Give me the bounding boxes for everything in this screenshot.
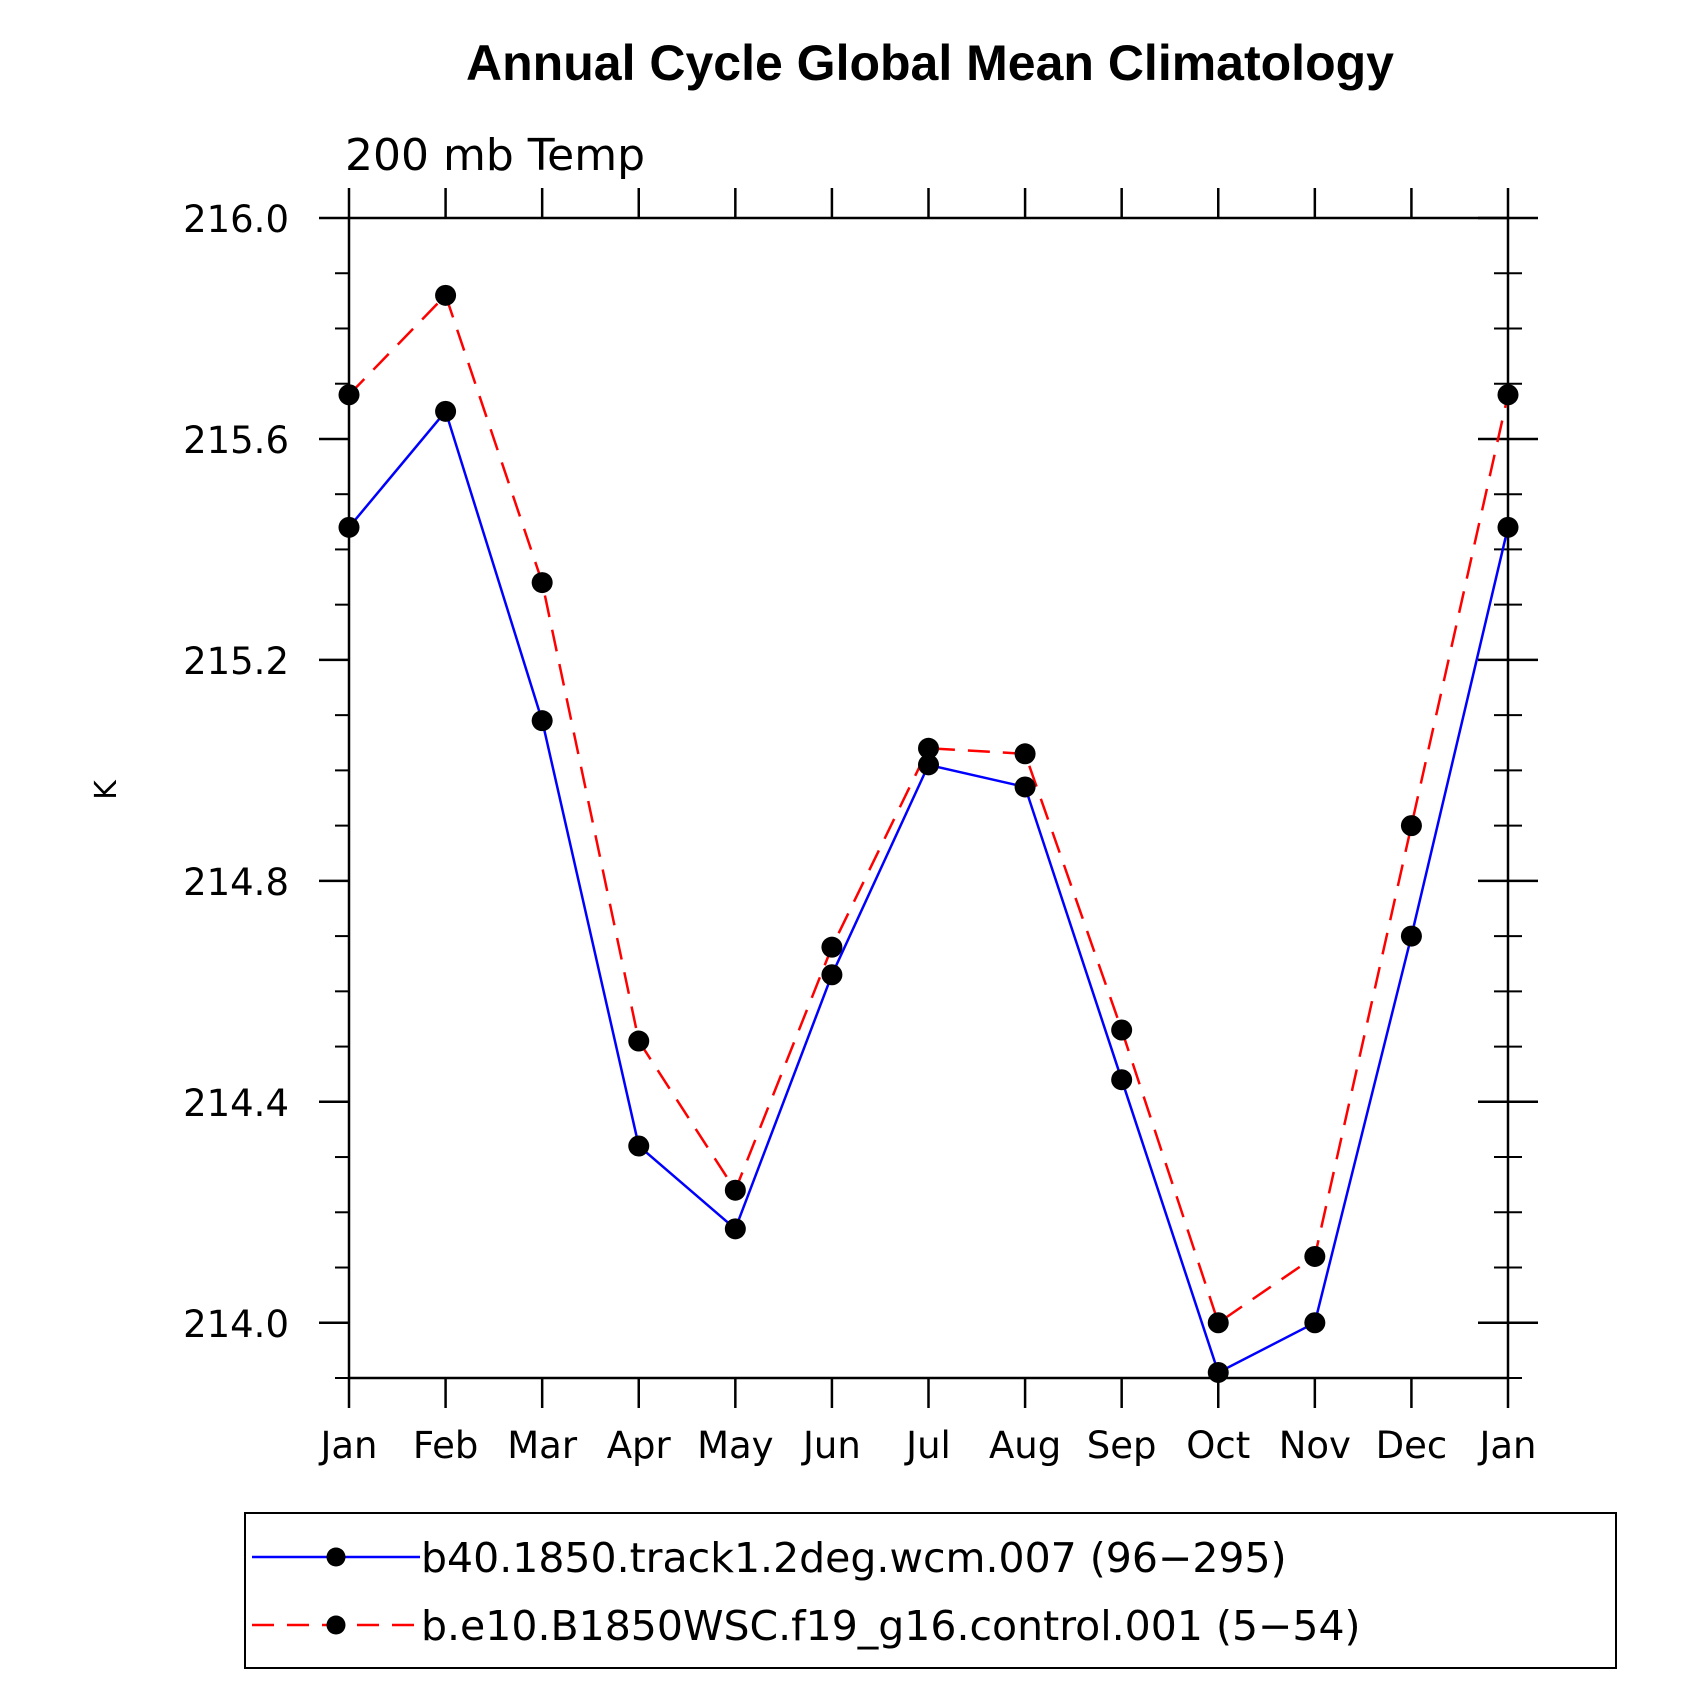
- series-1-point: [1014, 776, 1036, 798]
- x-tick-label: Jun: [801, 1424, 861, 1467]
- y-tick-label: 214.4: [183, 1082, 289, 1125]
- chart-title: Annual Cycle Global Mean Climatology: [466, 35, 1394, 91]
- y-tick-label: 216.0: [183, 198, 289, 241]
- x-tick-label: Apr: [607, 1424, 672, 1467]
- x-tick-label: Oct: [1186, 1424, 1250, 1467]
- y-tick-labels: 214.0 214.4 214.8 215.2 215.6 216.0: [183, 198, 289, 1346]
- y-tick-label: 215.2: [183, 640, 289, 683]
- series-1-line: [348, 408, 1510, 1375]
- series-1-point: [1111, 1069, 1133, 1091]
- x-tick-label: Dec: [1376, 1424, 1448, 1467]
- series-layer: [338, 284, 1519, 1383]
- axis-ticks: [319, 188, 1538, 1408]
- series-1-point: [628, 1135, 650, 1157]
- series-1-point: [724, 1218, 746, 1240]
- series-2-point: [1400, 815, 1422, 837]
- x-tick-label: Aug: [989, 1424, 1061, 1467]
- x-tick-label: Mar: [507, 1424, 578, 1467]
- plot-frame: [347, 216, 1510, 1380]
- x-tick-label: Jan: [1477, 1424, 1536, 1467]
- legend: b40.1850.track1.2deg.wcm.007 (96−295) b.…: [244, 1512, 1617, 1669]
- series-1-point: [1207, 1361, 1229, 1383]
- chart-subtitle: 200 mb Temp: [345, 130, 645, 181]
- series-2-point: [1497, 384, 1519, 406]
- y-tick-label: 214.0: [183, 1303, 289, 1346]
- x-tick-label: Feb: [413, 1424, 479, 1467]
- y-tick-label: 214.8: [183, 861, 289, 904]
- series-2-point: [1304, 1245, 1326, 1267]
- x-tick-label: Jan: [318, 1424, 377, 1467]
- x-tick-label: Jul: [904, 1424, 951, 1467]
- y-axis-label: K: [89, 779, 124, 800]
- x-tick-labels: Jan Feb Mar Apr May Jun Jul Aug Sep Oct Nov Dec Jan: [318, 1424, 1536, 1467]
- series-2-point: [821, 936, 843, 958]
- series-2-point: [435, 284, 457, 306]
- y-tick-label: 215.6: [183, 419, 289, 462]
- series-2-point: [1014, 743, 1036, 765]
- series-1-point: [1400, 925, 1422, 947]
- series-2-line: [348, 292, 1510, 1325]
- series-1-point: [435, 400, 457, 422]
- series-1-point: [918, 754, 939, 776]
- legend-box: [244, 1512, 1617, 1669]
- series-1-point: [1304, 1312, 1326, 1334]
- series-1-point: [1497, 516, 1519, 538]
- series-2-point: [1111, 1019, 1133, 1041]
- x-tick-label: Sep: [1087, 1424, 1157, 1467]
- series-2-point: [1207, 1312, 1229, 1334]
- series-1-point: [338, 516, 360, 538]
- series-2-point: [918, 737, 939, 759]
- series-1-point: [821, 964, 843, 986]
- legend-marker-series-1: [326, 1547, 346, 1567]
- series-2-point: [628, 1030, 650, 1052]
- legend-label-series-1: b40.1850.track1.2deg.wcm.007 (96−295): [421, 1534, 1287, 1582]
- legend-label-series-2: b.e10.B1850WSC.f19_g16.control.001 (5−54…: [421, 1602, 1361, 1650]
- x-tick-label: May: [697, 1424, 774, 1467]
- series-2-point: [338, 384, 360, 406]
- x-tick-label: Nov: [1279, 1424, 1351, 1467]
- series-2-point: [724, 1179, 746, 1201]
- series-2-point: [531, 572, 553, 594]
- legend-marker-series-2: [326, 1615, 346, 1635]
- series-1-point: [531, 710, 553, 732]
